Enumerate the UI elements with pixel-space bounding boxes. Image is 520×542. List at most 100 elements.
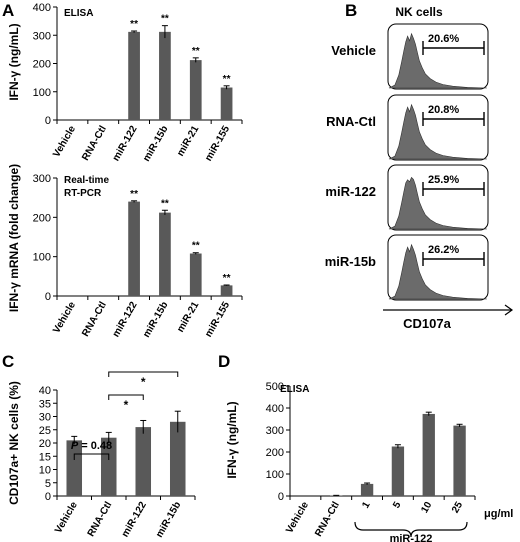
histogram-row: Vehicle 20.6%: [331, 23, 489, 90]
category-label: 25: [450, 500, 465, 516]
bar: [128, 31, 140, 120]
panel-d-dose-chart: D ELISA IFN-γ (ng/mL) 0 100 200 300 400 500 V…: [218, 352, 513, 542]
panel-c-comparisons: P = 0.48 * *: [71, 371, 179, 460]
bar: [135, 427, 152, 496]
panel-d-categories: Vehicle RNA-Ctl 1 5 10 25: [284, 500, 465, 539]
panel-c-cd107a-chart: C CD107a+ NK cells (%) 0510152025303540 …: [2, 352, 196, 540]
panel-a-bottom-y-title: IFN-γ mRNA (fold change): [7, 164, 21, 312]
panel-d-letter: D: [218, 352, 230, 371]
p-symbol: P: [71, 440, 79, 452]
bar: [360, 483, 374, 496]
histogram-row: miR-15b 26.2%: [325, 234, 489, 301]
category-label: 1: [360, 500, 373, 511]
histogram-area: [388, 103, 488, 160]
panel-d-group-label: miR-122: [390, 533, 433, 542]
y-tick-label: 10: [39, 465, 51, 477]
bar: [159, 31, 171, 120]
bar: [128, 201, 140, 296]
bar: [422, 413, 435, 496]
y-tick-label: 0: [45, 491, 51, 503]
y-tick-label: 5: [45, 478, 51, 490]
bar: [189, 60, 202, 120]
category-label: 5: [391, 500, 404, 511]
y-tick-label: 100: [33, 87, 51, 99]
y-tick-label: 100: [33, 252, 51, 264]
comparison-bracket: [108, 371, 179, 377]
sample-label: miR-15b: [325, 254, 376, 269]
y-tick-label: 35: [39, 398, 51, 410]
y-tick-label: 300: [33, 30, 51, 42]
comparison-star: *: [124, 398, 129, 412]
panel-a-rtpcr-chart: Real-time RT-PCR IFN-γ mRNA (fold change…: [7, 164, 243, 340]
significance-mark: **: [223, 273, 231, 284]
bar: [169, 421, 186, 496]
panel-c-letter: C: [2, 352, 14, 371]
panel-c-categories: Vehicle RNA-Ctl miR-122 miR-15b: [53, 500, 183, 540]
significance-mark: **: [192, 241, 200, 252]
significance-mark: **: [223, 74, 231, 85]
comparison-p-value: P = 0.48: [71, 440, 112, 452]
category-label: miR-15b: [141, 300, 170, 340]
category-label: miR-15b: [141, 124, 170, 164]
y-tick-label: 15: [39, 451, 51, 463]
panel-a-top-note: ELISA: [64, 8, 93, 19]
y-tick-label: 200: [33, 212, 51, 224]
category-label: Vehicle: [284, 500, 311, 536]
comparison-bracket: [108, 394, 144, 400]
y-tick-label: 300: [266, 425, 284, 437]
category-label: miR-15b: [154, 500, 183, 540]
y-tick-label: 400: [266, 403, 284, 415]
category-label: RNA-Ctl: [86, 500, 115, 539]
histogram-area: [388, 32, 488, 89]
y-tick-label: 200: [266, 447, 284, 459]
y-tick-label: 100: [266, 469, 284, 481]
panel-a-top-categories: Vehicle RNA-Ctl miR-122 miR-15b miR-21 miR-15…: [51, 124, 232, 164]
significance-mark: **: [192, 46, 200, 57]
category-label: miR-155: [203, 124, 232, 164]
category-label: miR-21: [175, 300, 201, 335]
bar: [220, 285, 233, 296]
panel-a-bottom-note-line2: RT-PCR: [64, 188, 102, 199]
sample-label: miR-122: [325, 184, 376, 199]
panel-d-unit: μg/ml: [484, 508, 513, 520]
histogram-row: RNA-Ctl 20.8%: [326, 94, 489, 161]
panel-b-x-title: CD107a: [403, 316, 451, 331]
category-label: Vehicle: [51, 300, 78, 336]
bar: [189, 253, 202, 296]
panel-d-note: ELISA: [280, 384, 309, 395]
category-label: miR-122: [111, 124, 140, 164]
category-label: miR-122: [111, 300, 140, 340]
panel-a-top-y-ticks: 0 100 200 300 400: [33, 2, 243, 127]
y-tick-label: 30: [39, 412, 51, 424]
panel-a-top-y-title: IFN-γ (ng/mL): [7, 23, 21, 100]
comparison-star: *: [141, 375, 146, 389]
category-label: miR-155: [203, 300, 232, 340]
sample-label: Vehicle: [331, 43, 376, 58]
bar: [391, 446, 405, 496]
y-tick-label: 25: [39, 425, 51, 437]
panel-a-bottom-categories: Vehicle RNA-Ctl miR-122 miR-15b miR-21 miR-15…: [51, 300, 232, 340]
bar: [159, 212, 171, 296]
panel-d-bars: [330, 411, 466, 496]
p-value-text: = 0.48: [78, 440, 112, 452]
panel-a-bottom-y-ticks: 0 100 200 300: [33, 173, 243, 303]
panel-b-title: NK cells: [395, 5, 443, 19]
gate-percent: 25.9%: [428, 174, 459, 186]
panel-a-bottom-bars: ** ** ** **: [128, 189, 233, 296]
y-tick-label: 200: [33, 59, 51, 71]
y-tick-label: 400: [33, 2, 51, 14]
y-tick-label: 0: [45, 291, 51, 303]
significance-mark: **: [130, 189, 138, 200]
histogram-area: [388, 243, 488, 300]
panel-d-y-title: IFN-γ (ng/mL): [225, 401, 239, 478]
category-label: RNA-Ctl: [313, 500, 342, 539]
category-label: 10: [419, 500, 434, 516]
histogram-row: miR-122 25.9%: [325, 164, 489, 231]
panel-a-letter: A: [2, 1, 14, 20]
gate-percent: 20.8%: [428, 104, 459, 116]
comparison-bracket: [73, 453, 110, 460]
panel-d-y-ticks: 0 100 200 300 400 500: [266, 381, 476, 503]
category-label: miR-21: [175, 124, 201, 159]
y-tick-label: 500: [266, 381, 284, 393]
